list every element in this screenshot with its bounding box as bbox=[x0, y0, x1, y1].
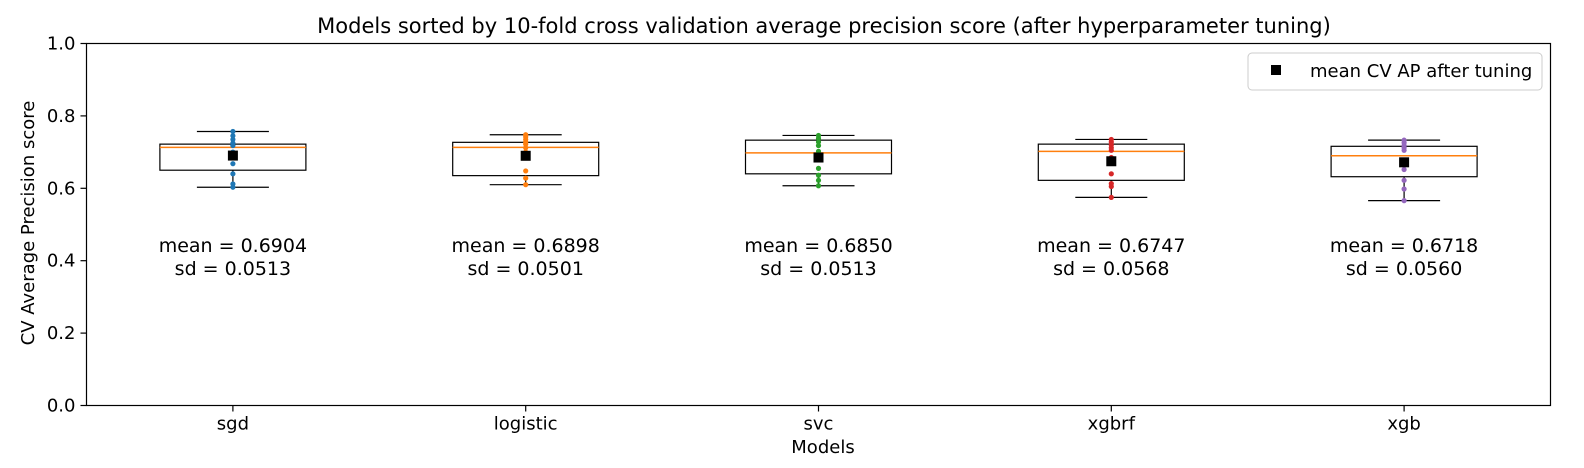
x-tick-label: svc bbox=[804, 414, 834, 435]
data-point-xgbrf bbox=[1108, 136, 1114, 143]
y-tick-label: 0.0 bbox=[47, 396, 76, 417]
data-point-sgd bbox=[230, 181, 236, 187]
x-tick-label: xgb bbox=[1387, 414, 1421, 435]
data-point-xgb bbox=[1401, 186, 1407, 192]
data-point-svc bbox=[815, 165, 822, 171]
data-point-svc bbox=[815, 132, 822, 139]
data-point-logistic bbox=[523, 182, 529, 188]
data-point-svc bbox=[815, 172, 822, 178]
x-tick-label: xgbrf bbox=[1088, 414, 1136, 435]
sd-text-svc: sd = 0.0513 bbox=[760, 258, 876, 280]
data-point-xgb bbox=[1401, 177, 1407, 183]
legend: mean CV AP after tuning bbox=[1247, 52, 1543, 91]
legend-mean-marker bbox=[1271, 65, 1281, 75]
data-point-xgb bbox=[1401, 137, 1407, 143]
mean-text-svc: mean = 0.6850 bbox=[744, 235, 892, 257]
data-point-logistic bbox=[523, 175, 529, 181]
data-point-svc bbox=[815, 139, 822, 145]
mean-text-logistic: mean = 0.6898 bbox=[452, 235, 600, 257]
x-tick-label: logistic bbox=[494, 414, 558, 435]
data-point-logistic bbox=[523, 168, 529, 174]
data-point-logistic bbox=[523, 132, 529, 138]
mean-text-sgd: mean = 0.6904 bbox=[159, 235, 307, 257]
mean-marker-svc bbox=[813, 152, 824, 163]
y-tick-label: 0.4 bbox=[47, 251, 76, 272]
mean-marker-logistic bbox=[520, 150, 531, 161]
data-point-xgbrf bbox=[1108, 194, 1114, 200]
sd-text-logistic: sd = 0.0501 bbox=[467, 258, 583, 280]
sd-text-sgd: sd = 0.0513 bbox=[175, 258, 291, 280]
data-point-svc bbox=[815, 183, 822, 189]
mean-text-xgb: mean = 0.6718 bbox=[1330, 235, 1478, 257]
legend-label: mean CV AP after tuning bbox=[1310, 61, 1532, 82]
data-point-sgd bbox=[230, 161, 236, 167]
mean-marker-xgb bbox=[1399, 157, 1410, 168]
y-tick-label: 0.2 bbox=[47, 323, 76, 344]
data-point-xgbrf bbox=[1108, 171, 1114, 177]
x-axis-label: Models bbox=[791, 437, 854, 458]
data-point-sgd bbox=[230, 136, 236, 143]
y-tick-label: 1.0 bbox=[47, 34, 76, 55]
sd-text-xgbrf: sd = 0.0568 bbox=[1053, 258, 1169, 280]
mean-marker-xgbrf bbox=[1106, 156, 1117, 167]
y-tick-label: 0.8 bbox=[47, 106, 76, 127]
data-point-svc bbox=[815, 177, 822, 183]
plot-area: 0.0 0.2 0.4 0.6 0.8 1.0 sgd logistic svc xgbrf xgb… bbox=[47, 34, 1478, 435]
data-point-xgb bbox=[1401, 198, 1407, 204]
plot-frame bbox=[85, 42, 1552, 407]
data-point-logistic bbox=[523, 145, 529, 151]
y-axis-label: CV Average Precision score bbox=[18, 101, 39, 346]
data-point-sgd bbox=[230, 171, 236, 177]
legend-frame bbox=[1247, 52, 1543, 91]
data-point-sgd bbox=[230, 140, 236, 146]
chart-title: Models sorted by 10-fold cross validatio… bbox=[317, 14, 1331, 38]
data-point-svc bbox=[815, 142, 822, 149]
data-point-xgbrf bbox=[1108, 180, 1114, 187]
mean-marker-sgd bbox=[227, 150, 238, 161]
sd-text-xgb: sd = 0.0560 bbox=[1346, 258, 1462, 280]
data-point-xgb bbox=[1401, 166, 1407, 173]
x-tick-label: sgd bbox=[217, 414, 249, 435]
mean-text-xgbrf: mean = 0.6747 bbox=[1037, 235, 1185, 257]
data-point-sgd bbox=[230, 128, 236, 135]
data-point-sgd bbox=[230, 133, 236, 139]
y-tick-label: 0.6 bbox=[47, 178, 76, 199]
